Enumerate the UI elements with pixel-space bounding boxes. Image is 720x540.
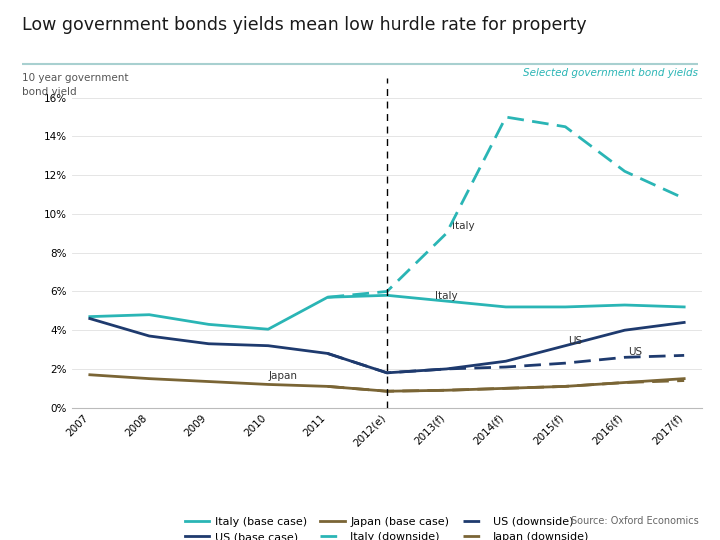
Text: Selected government bond yields: Selected government bond yields xyxy=(523,68,698,78)
Text: bond yield: bond yield xyxy=(22,87,76,98)
Text: Japan: Japan xyxy=(268,370,297,381)
Text: Source: Oxford Economics: Source: Oxford Economics xyxy=(571,516,698,526)
Text: 10 year government: 10 year government xyxy=(22,73,128,83)
Text: US: US xyxy=(568,336,582,346)
Text: US: US xyxy=(628,347,642,357)
Text: Italy: Italy xyxy=(435,291,457,301)
Legend: Italy (base case), US (base case), Japan (base case), Italy (downside), US (down: Italy (base case), US (base case), Japan… xyxy=(181,512,593,540)
Text: Low government bonds yields mean low hurdle rate for property: Low government bonds yields mean low hur… xyxy=(22,16,586,34)
Text: Italy: Italy xyxy=(452,221,475,232)
